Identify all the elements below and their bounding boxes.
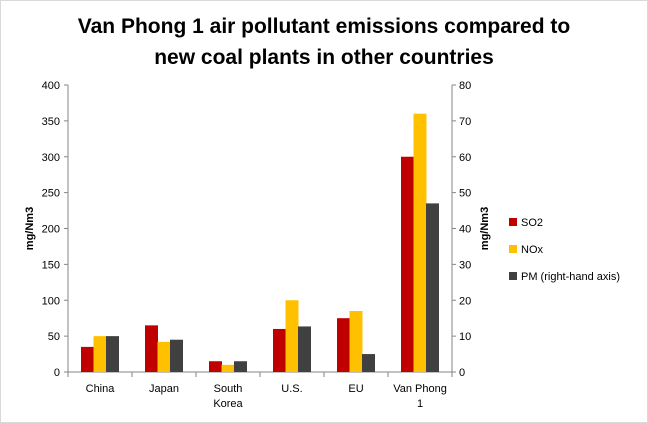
category-label-line: China — [86, 383, 116, 395]
legend-swatch — [509, 218, 517, 226]
bar-pm — [426, 203, 439, 372]
category-label: U.S. — [281, 383, 302, 395]
category-label: EU — [348, 383, 363, 395]
bar-so2 — [209, 361, 222, 372]
category-label-line: Korea — [213, 398, 243, 410]
right-tick-label: 50 — [459, 188, 471, 200]
right-tick-label: 30 — [459, 259, 471, 271]
category-label-line: EU — [348, 383, 363, 395]
bar-so2 — [273, 328, 286, 372]
bar-nox — [413, 113, 427, 372]
legend-label: NOx — [521, 244, 544, 256]
right-tick-label: 70 — [459, 116, 471, 128]
right-axis-title: mg/Nm3 — [479, 207, 491, 250]
bar-pm — [170, 339, 183, 372]
bar-nox — [93, 336, 107, 372]
chart-title-line-1: Van Phong 1 air pollutant emissions comp… — [77, 15, 571, 38]
chart-title: Van Phong 1 air pollutant emissions comp… — [0, 11, 648, 73]
left-tick-label: 0 — [54, 367, 60, 379]
category-label-line: Van Phong — [393, 383, 447, 395]
legend-label: PM (right-hand axis) — [521, 271, 620, 283]
right-tick-label: 20 — [459, 295, 471, 307]
legend-swatch — [509, 272, 517, 280]
bar-so2 — [401, 156, 414, 372]
legend-label: SO2 — [521, 217, 543, 229]
left-tick-label: 150 — [42, 259, 60, 271]
left-tick-label: 400 — [42, 80, 60, 92]
left-tick-label: 300 — [42, 152, 60, 164]
bar-nox — [157, 341, 171, 372]
bar-nox — [221, 364, 235, 372]
bar-so2 — [337, 318, 350, 372]
bar-so2 — [81, 346, 94, 372]
right-tick-label: 40 — [459, 224, 471, 236]
right-tick-label: 80 — [459, 80, 471, 92]
category-label: Van Phong 1 — [393, 383, 447, 410]
legend-swatch — [509, 245, 517, 253]
left-tick-label: 350 — [42, 116, 60, 128]
category-label: Japan — [149, 383, 179, 395]
left-tick-label: 250 — [42, 188, 60, 200]
right-tick-label: 60 — [459, 152, 471, 164]
category-label-line: Japan — [149, 383, 179, 395]
category-label-line: South — [214, 383, 243, 395]
category-label: China — [86, 383, 116, 395]
left-tick-label: 50 — [48, 331, 60, 343]
category-label-line: 1 — [417, 398, 423, 410]
chart-title-line-2: new coal plants in other countries — [154, 46, 494, 69]
bar-pm — [298, 326, 311, 372]
right-tick-label: 0 — [459, 367, 465, 379]
category-label: South Korea — [213, 383, 243, 410]
right-tick-label: 10 — [459, 331, 471, 343]
bar-pm — [234, 361, 247, 372]
bar-pm — [106, 336, 119, 372]
bar-nox — [285, 300, 299, 372]
left-tick-label: 100 — [42, 295, 60, 307]
left-tick-label: 200 — [42, 224, 60, 236]
bar-so2 — [145, 325, 158, 372]
bar-pm — [362, 354, 375, 372]
category-label-line: U.S. — [281, 383, 302, 395]
bar-nox — [349, 311, 363, 372]
left-axis-title: mg/Nm3 — [24, 207, 36, 250]
